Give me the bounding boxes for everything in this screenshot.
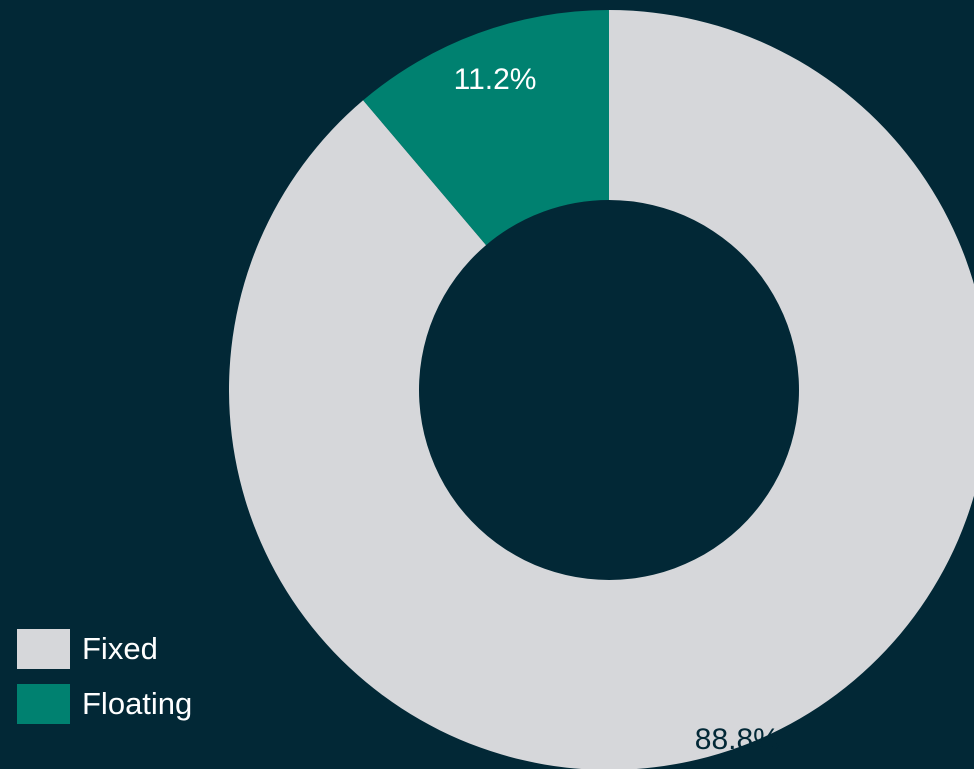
legend-label-floating: Floating: [82, 686, 193, 721]
legend-item-fixed: Fixed: [17, 629, 192, 669]
legend-item-floating: Floating: [17, 684, 192, 724]
legend-swatch-floating: [17, 684, 70, 724]
legend-swatch-fixed: [17, 629, 70, 669]
slice-label-floating: 11.2%: [454, 63, 537, 96]
chart-legend: Fixed Floating: [17, 629, 192, 739]
donut-slice-floating: [363, 10, 609, 246]
legend-label-fixed: Fixed: [82, 631, 158, 666]
donut-slice-fixed: [229, 10, 974, 769]
slice-label-fixed: 88.8%: [695, 723, 780, 756]
